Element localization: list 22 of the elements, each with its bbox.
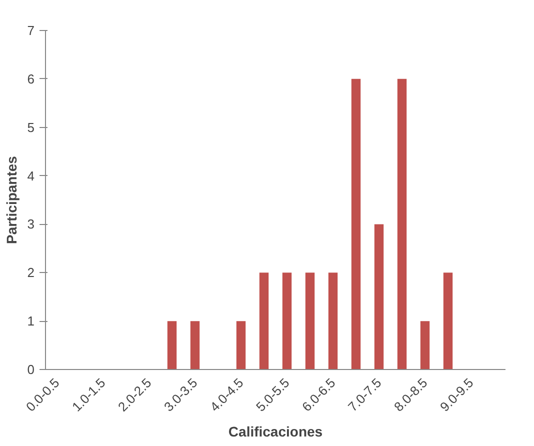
bar — [397, 78, 407, 370]
bar — [374, 224, 384, 370]
bar — [190, 321, 200, 370]
bar — [259, 272, 269, 370]
y-tick-label: 0 — [27, 362, 35, 377]
y-tick-label: 7 — [27, 23, 35, 38]
bar — [236, 321, 246, 370]
bar — [282, 272, 292, 370]
bar — [420, 321, 430, 370]
y-axis-title: Participantes — [3, 156, 20, 244]
y-tick-label: 1 — [27, 314, 35, 329]
y-tick-label: 5 — [27, 120, 35, 135]
y-tick-label: 2 — [27, 265, 35, 280]
bar — [305, 272, 315, 370]
bar — [351, 78, 361, 370]
y-tick-label: 3 — [27, 216, 35, 232]
bar — [443, 272, 453, 370]
y-tick-label: 4 — [27, 168, 35, 184]
bar — [328, 272, 338, 370]
bar — [167, 321, 177, 370]
y-tick-label: 6 — [27, 71, 35, 86]
x-axis-title: Calificaciones — [228, 423, 323, 440]
